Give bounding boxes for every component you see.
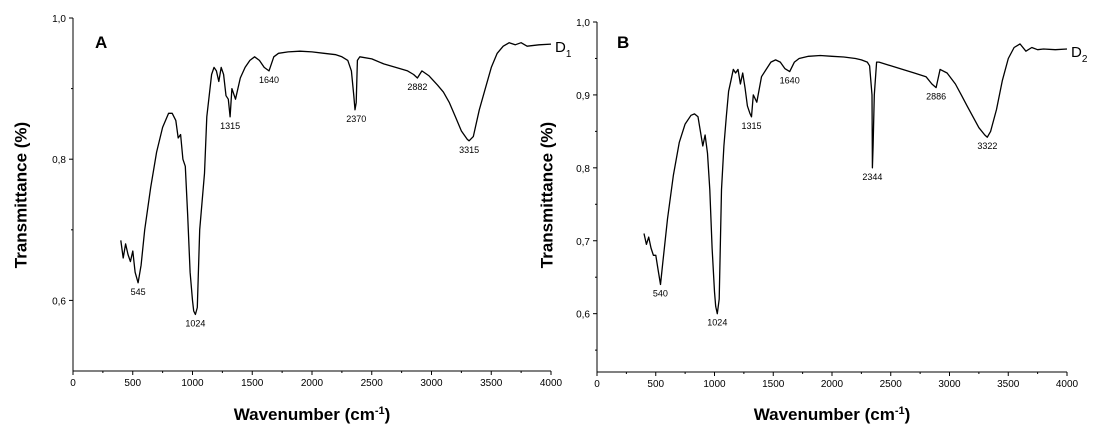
x-axis-title: Wavenumber (cm-1) [754, 405, 911, 424]
series-label-subscript: 2 [1082, 54, 1088, 65]
x-axis-title-main: Wavenumber (cm [234, 405, 375, 424]
x-tick-label: 4000 [1056, 379, 1079, 390]
peak-label: 2886 [926, 92, 946, 102]
x-tick-label: 4000 [540, 378, 563, 389]
series-label-main: D [555, 39, 566, 56]
y-tick-label: 0,8 [576, 164, 590, 175]
peak-label: 3322 [977, 141, 997, 151]
x-axis-title: Wavenumber (cm-1) [234, 405, 391, 424]
x-tick-label: 1000 [703, 379, 726, 390]
y-tick-label: 0,7 [576, 237, 590, 248]
x-tick-label: 0 [70, 378, 76, 389]
chart-panel-a: 0 500 1000 1500 2000 2500 3000 3500 4000 0,6 0,8 1,… [11, 14, 571, 424]
y-tick-label: 0,6 [52, 296, 66, 307]
x-tick-label: 3500 [480, 378, 503, 389]
x-axis-title-end: ) [385, 405, 391, 424]
y-axis-title: Transmittance (%) [11, 122, 30, 268]
peak-label: 1640 [780, 76, 800, 86]
panel-letter: B [617, 33, 629, 52]
peak-label: 1640 [259, 75, 279, 85]
x-axis-title-superscript: -1 [895, 405, 905, 417]
series-label-subscript: 1 [566, 49, 572, 60]
x-tick-label: 2500 [880, 379, 903, 390]
series-label: D2 [1071, 44, 1088, 65]
x-tick-label: 1000 [181, 378, 204, 389]
spectrum-line-d2 [643, 43, 1068, 315]
panel-letter: A [95, 33, 107, 52]
spectrum-line-d1 [120, 42, 552, 316]
chart-panel-b: 0 500 1000 1500 2000 2500 3000 3500 4000 0,6 0,7 0,… [537, 18, 1087, 424]
x-tick-label: 2000 [821, 379, 844, 390]
x-tick-label: 1500 [241, 378, 264, 389]
peak-label: 545 [131, 287, 146, 297]
x-tick-label: 500 [124, 378, 141, 389]
peak-label: 1024 [185, 319, 205, 329]
x-tick-label: 0 [594, 379, 600, 390]
x-tick-label: 2000 [301, 378, 324, 389]
series-label: D1 [555, 39, 572, 60]
x-tick-label: 2500 [361, 378, 384, 389]
x-tick-label: 3000 [420, 378, 443, 389]
peak-label: 3315 [459, 145, 479, 155]
peak-label: 1315 [220, 121, 240, 131]
x-axis-title-end: ) [905, 405, 911, 424]
peak-label: 2344 [862, 172, 882, 182]
x-tick-label: 3000 [938, 379, 961, 390]
x-tick-label: 3500 [997, 379, 1020, 390]
x-tick-label: 500 [647, 379, 664, 390]
peak-label: 2882 [407, 82, 427, 92]
series-label-main: D [1071, 44, 1082, 61]
peak-label: 2370 [346, 114, 366, 124]
y-tick-label: 1,0 [52, 14, 66, 25]
peak-label: 540 [653, 289, 668, 299]
y-tick-label: 0,9 [576, 91, 590, 102]
y-tick-label: 0,6 [576, 310, 590, 321]
x-tick-label: 1500 [762, 379, 785, 390]
x-axis-title-superscript: -1 [375, 405, 385, 417]
y-tick-label: 0,8 [52, 155, 66, 166]
x-axis-title-main: Wavenumber (cm [754, 405, 895, 424]
y-axis-title: Transmittance (%) [537, 122, 556, 268]
peak-label: 1024 [707, 318, 727, 328]
peak-label: 1315 [741, 121, 761, 131]
y-tick-label: 1,0 [576, 18, 590, 29]
